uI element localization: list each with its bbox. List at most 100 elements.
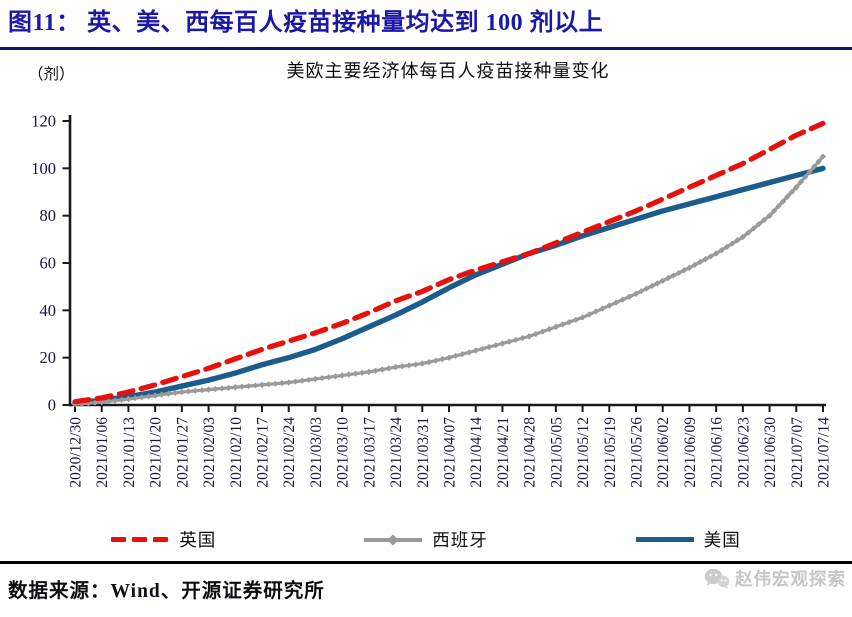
series-marker-西班牙: [526, 333, 533, 340]
y-tick-label: 80: [40, 206, 57, 225]
series-marker-西班牙: [723, 243, 730, 251]
series-marker-西班牙: [278, 380, 286, 387]
series-marker-西班牙: [638, 288, 645, 295]
series-marker-西班牙: [192, 387, 199, 394]
series-marker-西班牙: [98, 399, 105, 406]
series-marker-西班牙: [770, 207, 778, 215]
series-marker-西班牙: [225, 384, 232, 391]
series-marker-西班牙: [552, 323, 559, 330]
x-tick-label: 2021/07/14: [816, 417, 833, 488]
series-marker-西班牙: [766, 212, 773, 219]
series-marker-西班牙: [105, 398, 112, 405]
x-tick-label: 2021/07/07: [789, 417, 806, 488]
series-marker-西班牙: [172, 389, 179, 396]
x-tick-label: 2021/01/06: [94, 417, 111, 488]
series-marker-西班牙: [465, 349, 473, 356]
series-marker-西班牙: [198, 387, 205, 394]
series-marker-西班牙: [572, 316, 579, 323]
series-marker-西班牙: [586, 311, 593, 318]
series-marker-西班牙: [445, 354, 453, 361]
chart-legend: 英国 西班牙 美国: [0, 527, 852, 552]
series-marker-西班牙: [626, 293, 633, 300]
x-tick-label: 2021/02/10: [228, 417, 245, 488]
legend-item-uk: 英国: [111, 527, 216, 552]
series-marker-西班牙: [797, 179, 804, 186]
series-marker-西班牙: [138, 394, 145, 401]
series-marker-西班牙: [499, 340, 506, 347]
y-tick-label: 60: [40, 254, 57, 273]
series-marker-西班牙: [532, 330, 539, 338]
series-marker-西班牙: [479, 345, 486, 352]
x-tick-label: 2021/01/13: [121, 417, 138, 488]
series-marker-西班牙: [218, 385, 226, 392]
x-tick-label: 2021/03/31: [415, 417, 432, 488]
series-marker-西班牙: [359, 369, 366, 376]
series-marker-西班牙: [258, 381, 266, 388]
series-marker-西班牙: [559, 321, 566, 328]
chart-title: 美欧主要经济体每百人疫苗接种量变化: [286, 61, 610, 81]
series-marker-西班牙: [819, 153, 827, 160]
series-marker-西班牙: [691, 261, 698, 268]
series-marker-西班牙: [265, 381, 272, 388]
legend-label-uk: 英国: [179, 530, 217, 550]
series-marker-西班牙: [606, 302, 613, 309]
series-marker-西班牙: [419, 360, 426, 367]
series-marker-西班牙: [775, 203, 782, 210]
series-marker-西班牙: [145, 393, 152, 400]
legend-label-us: 美国: [703, 530, 741, 550]
series-marker-西班牙: [718, 247, 725, 254]
x-tick-label: 2021/05/12: [575, 417, 592, 488]
series-marker-西班牙: [312, 375, 319, 383]
series-marker-西班牙: [298, 377, 306, 384]
series-marker-西班牙: [252, 382, 259, 389]
series-marker-西班牙: [399, 363, 406, 370]
series-marker-西班牙: [739, 233, 746, 241]
x-tick-label: 2021/02/17: [255, 417, 272, 488]
series-marker-西班牙: [178, 388, 185, 396]
series-marker-西班牙: [750, 225, 757, 232]
x-tick-label: 2021/06/02: [655, 417, 672, 488]
series-marker-西班牙: [599, 305, 606, 312]
x-tick-label: 2021/05/26: [629, 417, 646, 488]
series-marker-西班牙: [579, 314, 586, 321]
series-marker-西班牙: [734, 237, 741, 244]
x-tick-label: 2021/02/03: [201, 417, 218, 488]
series-marker-西班牙: [332, 373, 339, 380]
series-marker-西班牙: [345, 371, 352, 378]
series-marker-西班牙: [729, 240, 736, 247]
series-marker-西班牙: [566, 319, 573, 326]
y-tick-label: 0: [48, 396, 56, 415]
series-marker-西班牙: [71, 401, 79, 408]
x-tick-label: 2021/03/24: [388, 417, 405, 488]
series-marker-西班牙: [654, 280, 661, 287]
x-tick-label: 2021/04/14: [468, 417, 485, 488]
x-tick-label: 2021/06/16: [709, 417, 726, 488]
series-marker-西班牙: [111, 397, 119, 404]
series-marker-西班牙: [755, 221, 762, 228]
series-marker-西班牙: [784, 193, 791, 200]
series-marker-西班牙: [632, 290, 640, 297]
series-marker-西班牙: [165, 390, 172, 397]
series-marker-西班牙: [519, 335, 526, 342]
x-tick-label: 2021/03/03: [308, 417, 325, 488]
series-marker-西班牙: [352, 370, 359, 377]
series-marker-西班牙: [385, 365, 392, 372]
series-marker-西班牙: [339, 372, 346, 379]
series-marker-西班牙: [232, 384, 239, 391]
series-marker-西班牙: [425, 359, 433, 366]
series-marker-西班牙: [158, 391, 165, 398]
series-marker-西班牙: [439, 356, 446, 363]
series-marker-西班牙: [619, 296, 626, 303]
series-marker-西班牙: [365, 368, 372, 375]
series-marker-西班牙: [546, 326, 553, 333]
series-marker-西班牙: [392, 364, 399, 371]
series-marker-西班牙: [125, 395, 132, 403]
y-tick-label: 100: [31, 159, 56, 178]
x-tick-label: 2021/06/30: [762, 417, 779, 488]
series-marker-西班牙: [85, 400, 92, 407]
x-tick-label: 2021/04/21: [495, 417, 512, 488]
series-marker-西班牙: [272, 380, 279, 387]
x-tick-label: 2021/05/19: [602, 417, 619, 488]
legend-item-us: 美国: [635, 527, 741, 552]
figure-title: 图11： 英、美、西每百人疫苗接种量均达到 100 剂以上: [8, 10, 604, 36]
